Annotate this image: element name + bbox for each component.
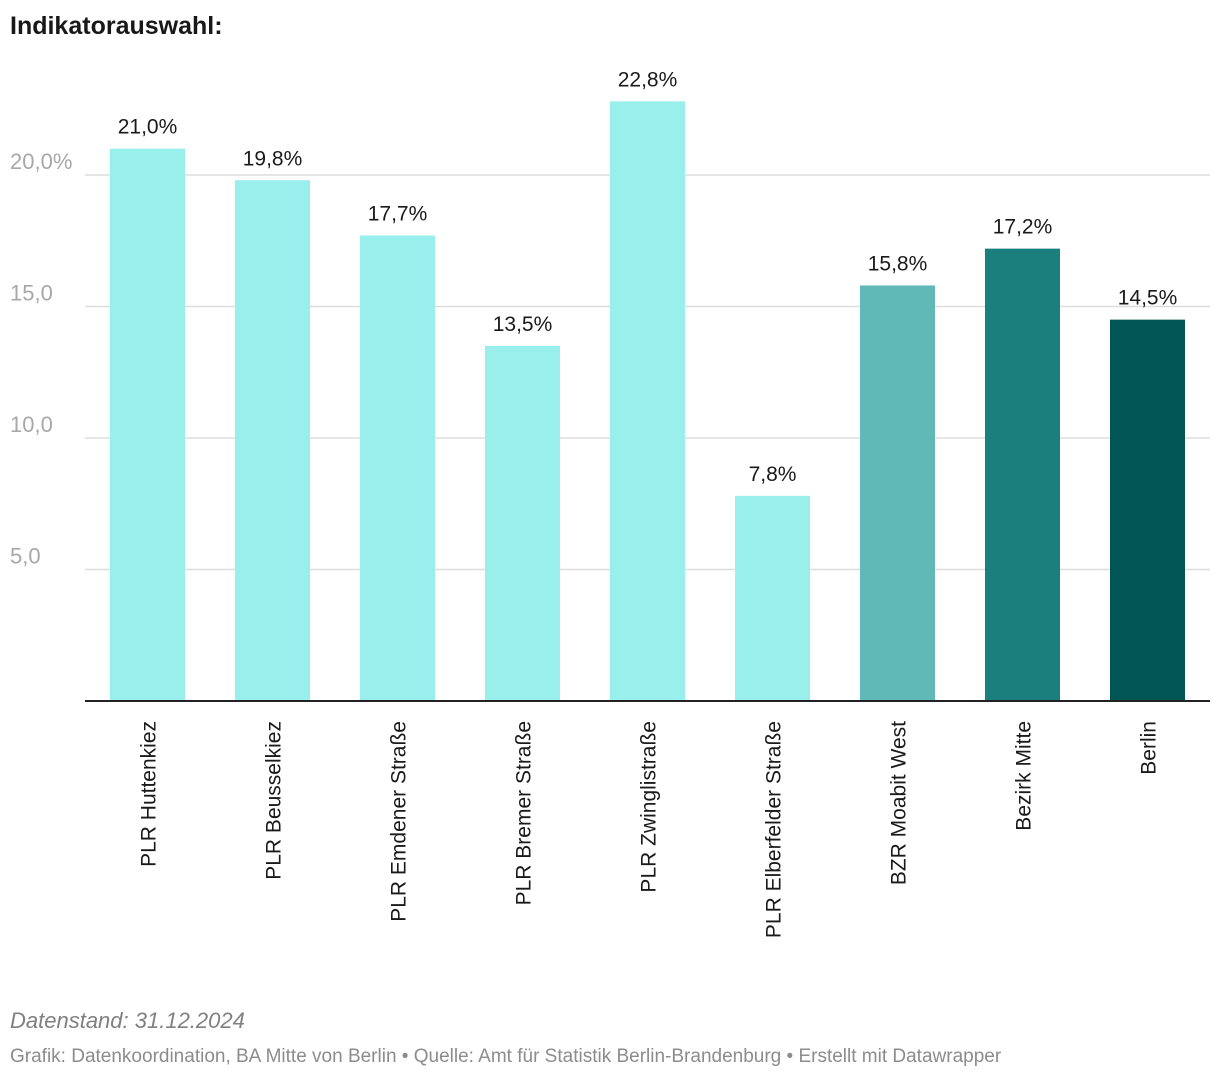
bar-value-label: 21,0%: [118, 116, 178, 139]
x-category-label: PLR Emdener Straße: [388, 721, 411, 922]
source-credit: Grafik: Datenkoordination, BA Mitte von …: [10, 1046, 1002, 1067]
y-tick-label: 10,0: [10, 412, 53, 437]
bar: [985, 248, 1060, 701]
bar: [860, 285, 935, 701]
x-category-label: PLR Beusselkiez: [263, 721, 286, 880]
bar: [235, 180, 310, 701]
x-category-label: BZR Moabit West: [888, 721, 911, 885]
x-category-label: PLR Huttenkiez: [138, 721, 161, 867]
bar-value-label: 7,8%: [749, 463, 797, 486]
y-tick-label: 20,0%: [10, 149, 72, 174]
bar-value-label: 17,7%: [368, 202, 428, 225]
bar-value-label: 17,2%: [993, 216, 1053, 239]
bar: [110, 148, 185, 701]
bar: [1110, 319, 1185, 701]
bar-value-label: 13,5%: [493, 313, 553, 336]
bar: [735, 495, 810, 701]
bar-value-label: 15,8%: [868, 252, 928, 275]
bar-chart: 5,0 10,0 15,0 20,0% 21,0% PLR Huttenkiez 19,8%…: [10, 68, 1210, 938]
bar: [485, 345, 560, 701]
y-tick-label: 5,0: [10, 544, 41, 569]
chart-title: Indikatorauswahl:: [10, 12, 223, 40]
y-tick-label: 15,0: [10, 281, 53, 306]
x-category-label: Berlin: [1138, 721, 1161, 775]
x-category-label: PLR Elberfelder Straße: [763, 721, 786, 938]
x-category-label: PLR Zwinglistraße: [638, 721, 661, 893]
x-category-label: PLR Bremer Straße: [513, 721, 536, 905]
bar-value-label: 22,8%: [618, 68, 678, 91]
data-date-note: Datenstand: 31.12.2024: [10, 1008, 245, 1033]
bar-value-label: 14,5%: [1118, 287, 1178, 310]
x-category-label: Bezirk Mitte: [1013, 721, 1036, 831]
bar-value-label: 19,8%: [243, 147, 303, 170]
bar: [610, 101, 685, 702]
bar: [360, 235, 435, 702]
